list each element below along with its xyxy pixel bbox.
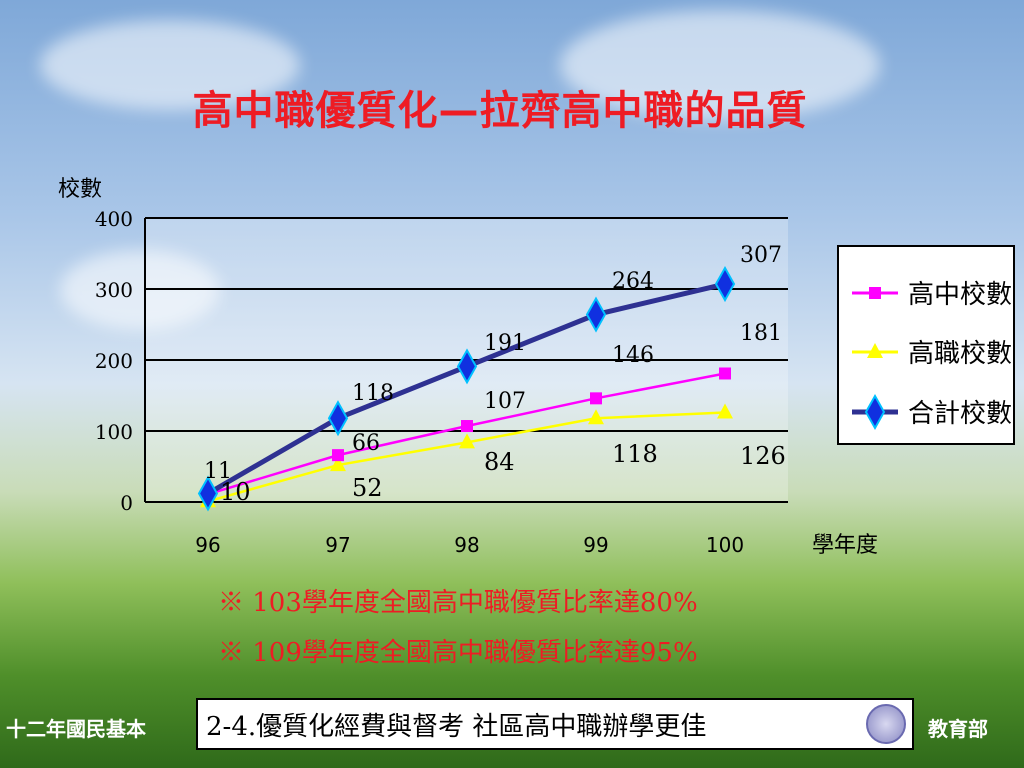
note-109: ※ 109學年度全國高中職優質比率達95% [218,638,698,668]
triangle-marker [867,343,883,358]
diamond-marker [197,475,219,512]
footer-left-label: 十二年國民基本 [6,717,146,741]
y-tick-label: 200 [95,349,133,373]
square-marker [332,449,344,462]
square-marker [869,287,881,299]
chart-series [197,265,736,512]
y-tick-label: 0 [120,491,133,515]
x-tick-label: 96 [195,533,220,557]
x-axis-label: 學年度 [812,533,878,558]
diamond-marker [585,296,607,333]
total-data-label: 264 [612,269,654,294]
triangle-marker [330,456,346,472]
vocational-data-label: 84 [484,448,515,476]
total-data-label: 307 [740,243,782,268]
legend-label: 高職校數 [908,339,1012,369]
total-data-label: 191 [484,331,526,356]
y-tick-label: 300 [95,278,133,302]
diamond-marker [714,265,736,303]
vocational-data-label: 126 [740,442,786,470]
high-school-data-label: 181 [740,321,782,346]
x-tick-label: 99 [583,533,608,557]
slide-title: 高中職優質化—拉齊高中職的品質 [192,88,808,134]
high-school-data-label: 11 [204,459,232,484]
vocational-data-label: 118 [612,440,658,468]
triangle-marker [717,403,733,419]
y-tick-label: 400 [95,207,133,231]
x-tick-label: 97 [325,533,350,557]
diamond-marker [864,393,886,431]
diamond-marker [327,400,349,437]
footer-box: 2-4.優質化經費與督考 社區高中職辦學更佳 [196,698,914,750]
footer-box-text: 2-4.優質化經費與督考 社區高中職辦學更佳 [206,712,707,742]
chart-labels: 11 66 107 146 181 10 52 84 118 126 118 191 264 307 [204,243,786,506]
total-data-label: 118 [352,381,394,406]
square-marker [719,367,731,380]
high-school-data-label: 107 [484,389,526,414]
high-school-data-label: 146 [612,343,654,368]
y-axis-label: 校數 [58,177,102,202]
cloud [560,10,880,120]
legend-label: 合計校數 [908,399,1012,429]
x-tick-label: 100 [706,533,744,557]
vocational-data-label: 10 [220,478,251,506]
ministry-label: 教育部 [928,717,988,741]
triangle-marker [459,433,475,449]
legend-label: 高中校數 [908,280,1012,310]
y-tick-label: 100 [95,420,133,444]
vocational-data-label: 52 [352,474,383,502]
square-marker [461,420,473,433]
diamond-marker [456,348,478,385]
triangle-marker [588,409,604,425]
high-school-data-label: 66 [352,431,380,456]
square-marker [590,392,602,405]
cloud [40,20,300,110]
ministry-seal-icon [866,704,906,744]
note-103: ※ 103學年度全國高中職優質比率達80% [218,588,698,618]
x-tick-label: 98 [454,533,479,557]
